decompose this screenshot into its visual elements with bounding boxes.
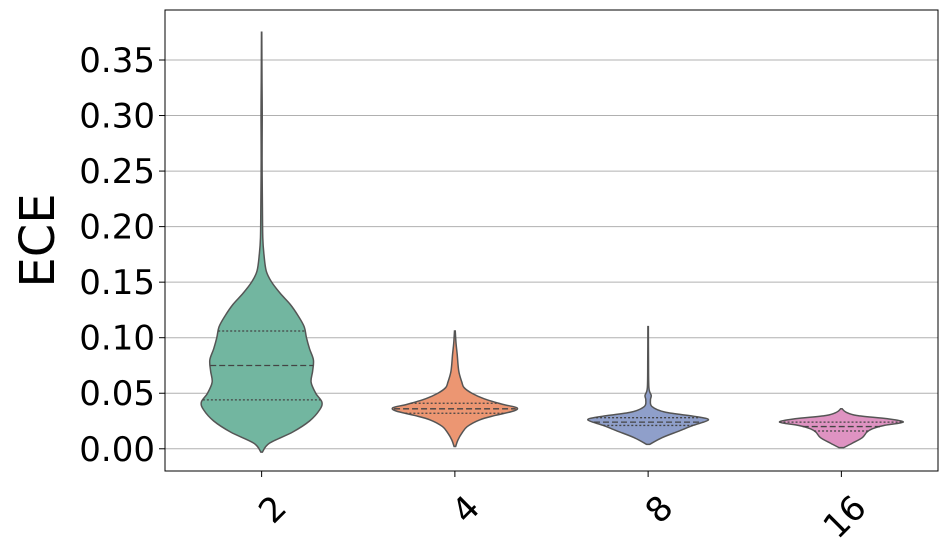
violin-8: [587, 325, 710, 446]
x-tick-label: 16: [816, 488, 875, 547]
violin-2: [200, 31, 323, 453]
y-tick-label: 0.20: [79, 208, 155, 248]
y-tick-label: 0.30: [79, 97, 155, 137]
violin-body: [200, 31, 323, 453]
x-tick-label: 8: [638, 488, 682, 532]
violin-body: [778, 408, 904, 449]
y-tick-label: 0.00: [79, 430, 155, 470]
x-tick-label: 2: [251, 488, 295, 532]
violin-body: [391, 330, 519, 448]
violin-16: [778, 408, 904, 449]
violin-4: [391, 330, 519, 448]
plot-frame: [164, 9, 939, 472]
y-tick-label: 0.10: [79, 319, 155, 359]
y-axis-title: ECE: [10, 193, 66, 287]
y-tick-label: 0.05: [79, 374, 155, 414]
y-tick-label: 0.15: [79, 263, 155, 303]
x-tick-label: 4: [444, 488, 488, 532]
y-tick-label: 0.25: [79, 152, 155, 192]
violin-body: [587, 325, 710, 446]
y-tick-label: 0.35: [79, 41, 155, 81]
violins: [200, 31, 904, 453]
